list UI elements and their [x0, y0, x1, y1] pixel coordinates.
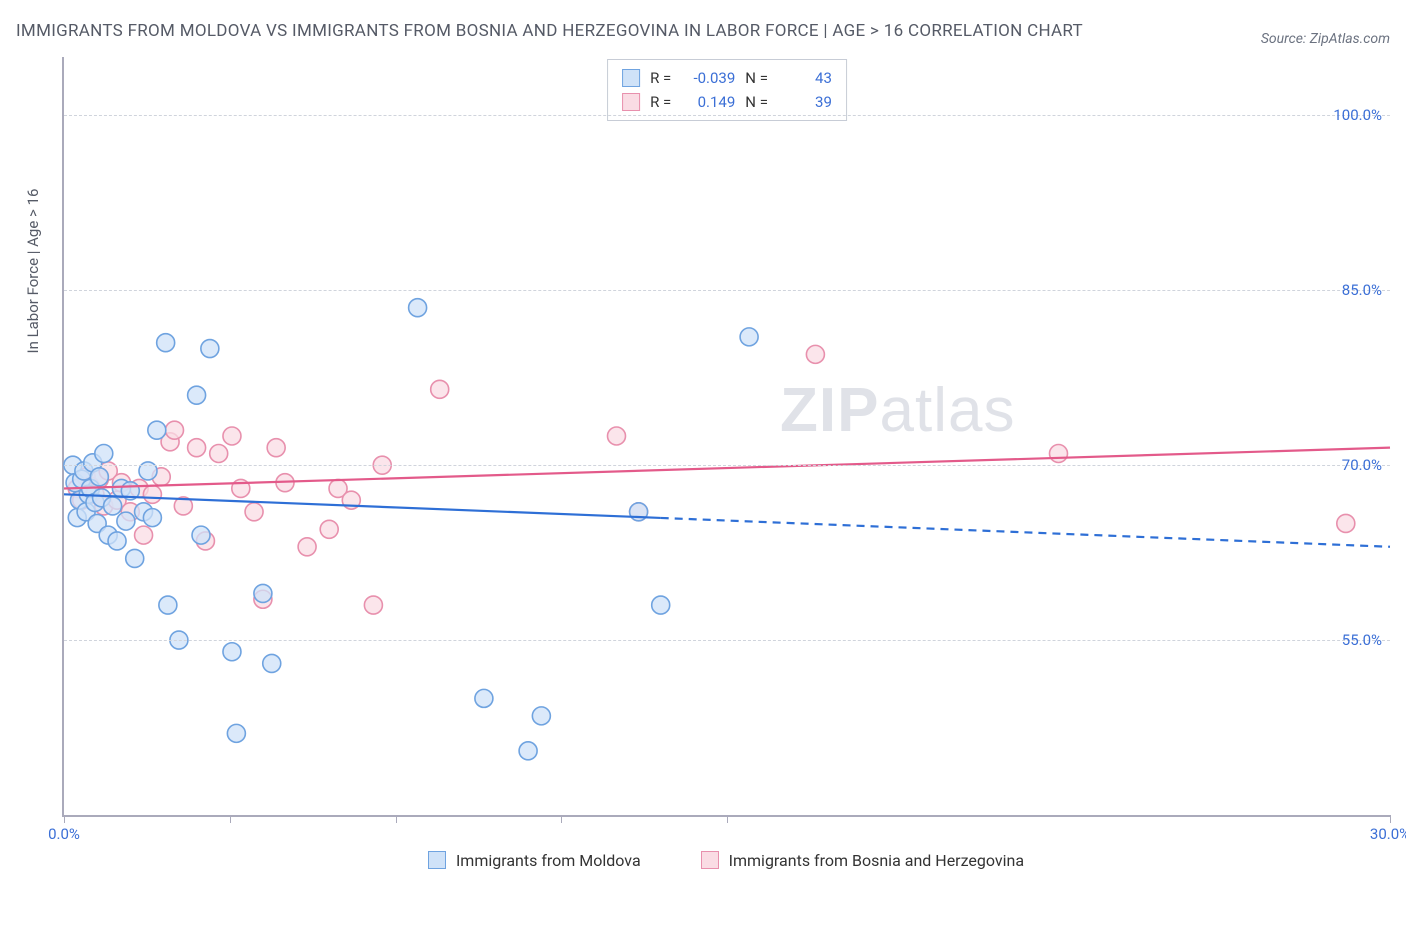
- data-point: [143, 508, 161, 526]
- y-tick-label: 85.0%: [1342, 281, 1382, 299]
- x-tick: [230, 815, 231, 823]
- data-point: [1050, 444, 1068, 462]
- x-tick: [396, 815, 397, 823]
- data-point: [166, 421, 184, 439]
- legend-item-moldova: Immigrants from Moldova: [428, 851, 641, 870]
- data-point: [95, 444, 113, 462]
- data-point: [188, 438, 206, 456]
- data-point: [143, 485, 161, 503]
- data-point: [104, 497, 122, 515]
- regression-line: [661, 518, 1390, 547]
- regression-line: [64, 447, 1390, 488]
- legend-swatch-moldova: [428, 851, 446, 869]
- y-axis-label: In Labor Force | Age > 16: [24, 188, 42, 353]
- data-point: [532, 706, 550, 724]
- x-tick: [1390, 815, 1391, 823]
- y-tick-label: 70.0%: [1342, 456, 1382, 474]
- data-point: [192, 526, 210, 544]
- data-point: [298, 537, 316, 555]
- data-point: [157, 333, 175, 351]
- data-point: [431, 380, 449, 398]
- chart-plot-area: In Labor Force | Age > 16 ZIPatlas R = -…: [62, 57, 1390, 817]
- data-point: [263, 654, 281, 672]
- data-point: [223, 642, 241, 660]
- x-tick-label: 30.0%: [1370, 825, 1406, 843]
- legend-swatch-bosnia: [701, 851, 719, 869]
- data-point: [223, 427, 241, 445]
- y-tick-label: 100.0%: [1333, 106, 1382, 124]
- data-point: [135, 526, 153, 544]
- gridline: [64, 290, 1390, 291]
- chart-title: IMMIGRANTS FROM MOLDOVA VS IMMIGRANTS FR…: [16, 16, 1083, 47]
- x-tick-label: 0.0%: [48, 825, 80, 843]
- gridline: [64, 465, 1390, 466]
- data-point: [320, 520, 338, 538]
- data-point: [117, 512, 135, 530]
- y-tick-label: 55.0%: [1342, 631, 1382, 649]
- legend-item-bosnia: Immigrants from Bosnia and Herzegovina: [701, 851, 1024, 870]
- data-point: [740, 327, 758, 345]
- series-legend: Immigrants from Moldova Immigrants from …: [62, 851, 1390, 870]
- data-point: [245, 502, 263, 520]
- data-point: [652, 596, 670, 614]
- data-point: [475, 689, 493, 707]
- x-tick: [64, 815, 65, 823]
- data-point: [108, 532, 126, 550]
- legend-label-bosnia: Immigrants from Bosnia and Herzegovina: [729, 851, 1024, 870]
- data-point: [201, 339, 219, 357]
- data-point: [267, 438, 285, 456]
- data-point: [806, 345, 824, 363]
- x-tick: [727, 815, 728, 823]
- data-point: [364, 596, 382, 614]
- data-point: [210, 444, 228, 462]
- data-point: [519, 741, 537, 759]
- data-point: [90, 467, 108, 485]
- x-tick: [561, 815, 562, 823]
- data-point: [126, 549, 144, 567]
- data-point: [148, 421, 166, 439]
- data-point: [608, 427, 626, 445]
- data-point: [159, 596, 177, 614]
- scatter-svg: [64, 57, 1390, 815]
- chart-source: Source: ZipAtlas.com: [1261, 31, 1390, 47]
- gridline: [64, 115, 1390, 116]
- data-point: [227, 724, 245, 742]
- gridline: [64, 640, 1390, 641]
- data-point: [254, 584, 272, 602]
- data-point: [409, 298, 427, 316]
- legend-label-moldova: Immigrants from Moldova: [456, 851, 641, 870]
- data-point: [1337, 514, 1355, 532]
- data-point: [188, 386, 206, 404]
